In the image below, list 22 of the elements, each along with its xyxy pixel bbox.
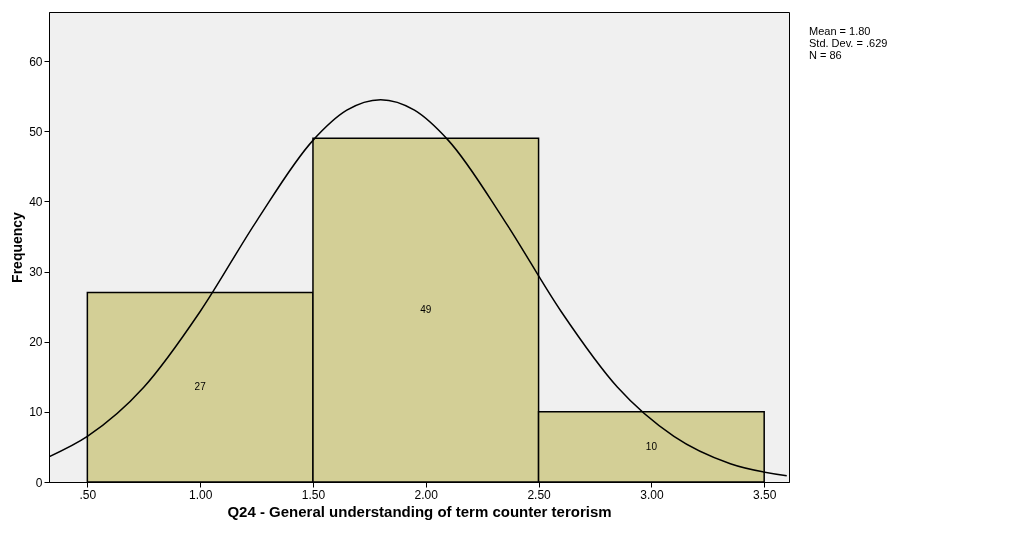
x-axis-title: Q24 - General understanding of term counter terorism — [227, 502, 612, 520]
x-tick-label: 2.00 — [414, 487, 439, 502]
x-tick-label: 2.50 — [527, 487, 552, 502]
x-tick-label: .50 — [79, 487, 97, 502]
y-tick-label: 30 — [29, 265, 43, 280]
y-tick-label: 20 — [29, 335, 43, 350]
y-tick-label: 60 — [29, 54, 43, 69]
text: N = 86 — [809, 49, 842, 61]
x-tick-label: 1.00 — [188, 487, 213, 502]
y-tick-label: 50 — [29, 124, 43, 139]
text: Mean = 1.80 — [809, 25, 871, 37]
y-tick-label: 40 — [29, 194, 43, 209]
y-tick-label: 0 — [35, 475, 43, 490]
data-label: 27 — [194, 381, 207, 393]
x-tick-label: 3.50 — [753, 487, 777, 502]
data-label: 49 — [420, 304, 432, 316]
text: Std. Dev. = .629 — [809, 37, 888, 49]
y-axis-title: Frequency — [9, 211, 26, 283]
x-tick-label: 3.00 — [640, 487, 664, 502]
data-label: 10 — [645, 440, 658, 452]
x-tick-label: 1.50 — [301, 487, 326, 502]
y-tick-label: 10 — [29, 405, 43, 420]
